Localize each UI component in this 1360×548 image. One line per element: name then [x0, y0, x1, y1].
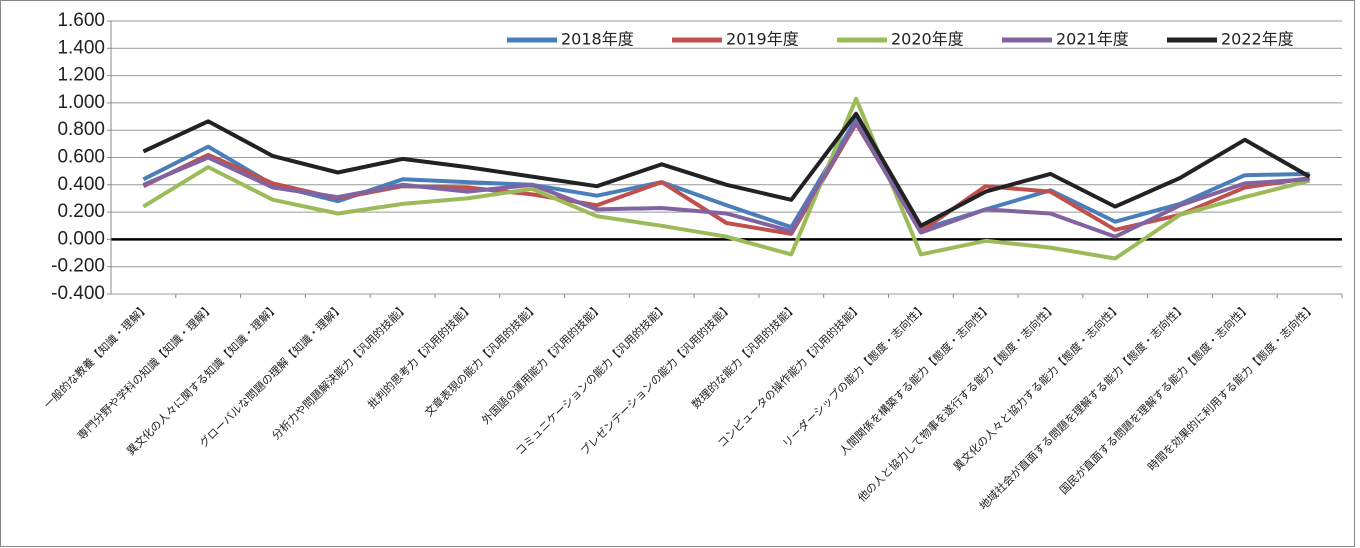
y-tick-label: 0.600	[57, 147, 105, 168]
y-tick-label: -0.400	[51, 283, 105, 304]
series-line	[142, 96, 1311, 261]
legend-label: 2019年度	[726, 30, 799, 49]
y-tick-label: 0.000	[57, 228, 105, 249]
legend-label: 2022年度	[1221, 30, 1294, 49]
y-tick-label: 1.200	[57, 65, 105, 86]
series-line	[142, 120, 1310, 239]
legend-label: 2020年度	[891, 30, 964, 49]
y-tick-label: 0.200	[57, 201, 105, 222]
series-line	[142, 117, 1310, 232]
series-line	[142, 111, 1311, 228]
y-tick-label: 1.400	[57, 37, 105, 58]
y-tick-label: 0.400	[57, 174, 105, 195]
y-tick-label: 0.800	[57, 119, 105, 140]
legend-label: 2021年度	[1056, 30, 1129, 49]
y-tick-label: 1.000	[57, 92, 105, 113]
y-tick-label: 1.600	[57, 10, 105, 31]
legend-label: 2018年度	[561, 30, 634, 49]
y-tick-label: -0.200	[51, 256, 105, 277]
